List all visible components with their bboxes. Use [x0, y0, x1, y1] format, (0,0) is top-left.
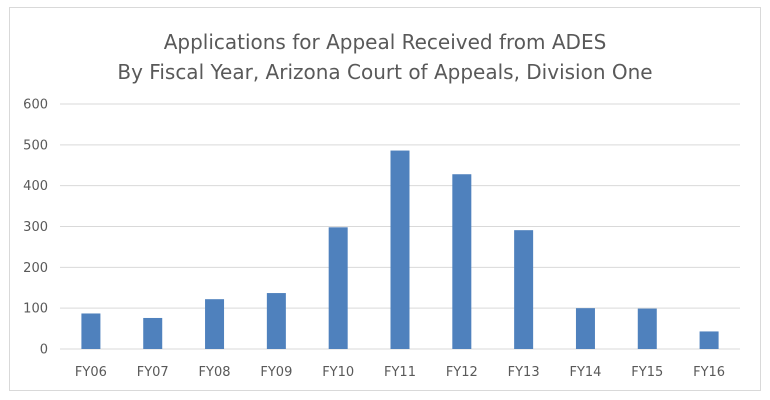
y-tick-label: 200: [23, 261, 48, 276]
bar-fy12: [452, 174, 472, 349]
y-tick-label: 600: [23, 98, 48, 113]
bar-fy09: [266, 293, 286, 349]
x-axis-ticks: FY06 FY07 FY08 FY09 FY10 FY11 FY12 FY13 FY14 FY15…: [75, 365, 725, 380]
y-tick-label: 100: [23, 302, 48, 317]
x-tick-label: FY14: [569, 365, 601, 380]
bar-fy14: [575, 308, 595, 349]
bar-fy06: [81, 313, 101, 349]
x-tick-label: FY13: [508, 365, 540, 380]
x-tick-label: FY10: [322, 365, 354, 380]
x-tick-label: FY06: [75, 365, 107, 380]
chart-title: Applications for Appeal Received from AD…: [163, 30, 607, 54]
bar-fy13: [514, 230, 534, 349]
x-tick-label: FY08: [199, 365, 231, 380]
bar-fy11: [390, 150, 410, 349]
y-tick-label: 0: [40, 343, 48, 358]
bar-fy07: [143, 317, 163, 349]
x-tick-label: FY15: [631, 365, 663, 380]
bar-fy08: [205, 299, 225, 349]
x-tick-label: FY07: [137, 365, 169, 380]
y-tick-label: 300: [23, 220, 48, 235]
bar-fy16: [699, 331, 719, 349]
bars: [81, 150, 719, 349]
x-tick-label: FY09: [260, 365, 292, 380]
x-tick-label: FY11: [384, 365, 416, 380]
y-tick-label: 500: [23, 138, 48, 153]
chart-frame: [9, 7, 761, 391]
bar-fy15: [637, 308, 657, 349]
x-tick-label: FY12: [446, 365, 478, 380]
y-axis-ticks: 0 100 200 300 400 500 600: [23, 98, 48, 358]
x-tick-label: FY16: [693, 365, 725, 380]
chart-subtitle: By Fiscal Year, Arizona Court of Appeals…: [117, 60, 653, 84]
bar-fy10: [328, 227, 348, 349]
y-tick-label: 400: [23, 179, 48, 194]
